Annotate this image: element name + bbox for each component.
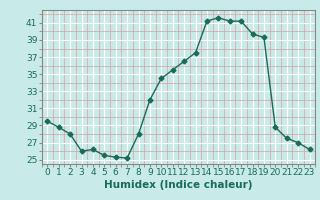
X-axis label: Humidex (Indice chaleur): Humidex (Indice chaleur) (104, 180, 253, 190)
